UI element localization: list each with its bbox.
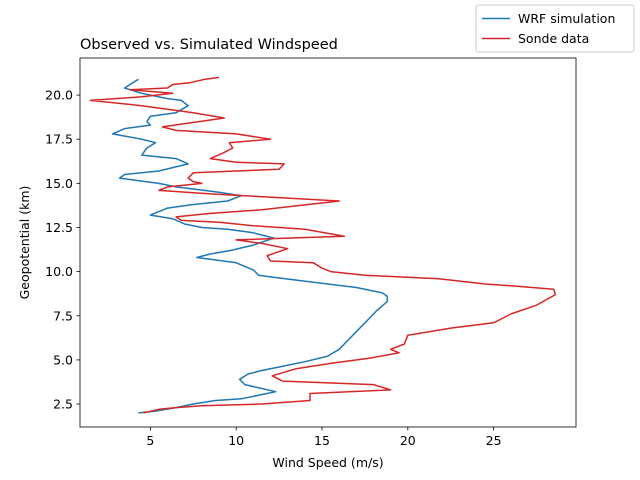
x-tick-label: 25 bbox=[486, 433, 502, 448]
x-tick-label: 5 bbox=[146, 433, 154, 448]
plot-area bbox=[89, 76, 557, 414]
y-tick-label: 2.5 bbox=[53, 397, 73, 412]
x-tick-label: 20 bbox=[400, 433, 416, 448]
x-axis-label: Wind Speed (m/s) bbox=[272, 455, 383, 470]
x-tick-label: 10 bbox=[228, 433, 244, 448]
y-tick-label: 7.5 bbox=[53, 308, 73, 323]
chart-title: Observed vs. Simulated Windspeed bbox=[80, 37, 338, 53]
y-tick-label: 15.0 bbox=[45, 176, 73, 191]
series-line-sonde bbox=[89, 76, 557, 414]
y-tick-label: 17.5 bbox=[45, 132, 73, 147]
y-axis-label: Geopotential (km) bbox=[17, 186, 32, 300]
legend-box bbox=[475, 4, 635, 53]
legend-label-wrf: WRF simulation bbox=[518, 11, 615, 26]
y-axis-ticks: 2.5 5.0 7.5 10.0 12.5 15.0 17.5 20.0 bbox=[45, 88, 80, 412]
y-tick-label: 20.0 bbox=[45, 88, 73, 103]
axes-frame bbox=[79, 57, 577, 428]
y-tick-label: 5.0 bbox=[53, 352, 73, 367]
y-tick-label: 10.0 bbox=[45, 264, 73, 279]
x-tick-label: 15 bbox=[314, 433, 330, 448]
x-axis-ticks: 5 10 15 20 25 bbox=[146, 427, 502, 448]
y-tick-label: 12.5 bbox=[45, 220, 73, 235]
legend: WRF simulation Sonde data bbox=[475, 4, 635, 53]
series-line-wrf bbox=[111, 78, 388, 414]
legend-label-sonde: Sonde data bbox=[518, 31, 589, 46]
